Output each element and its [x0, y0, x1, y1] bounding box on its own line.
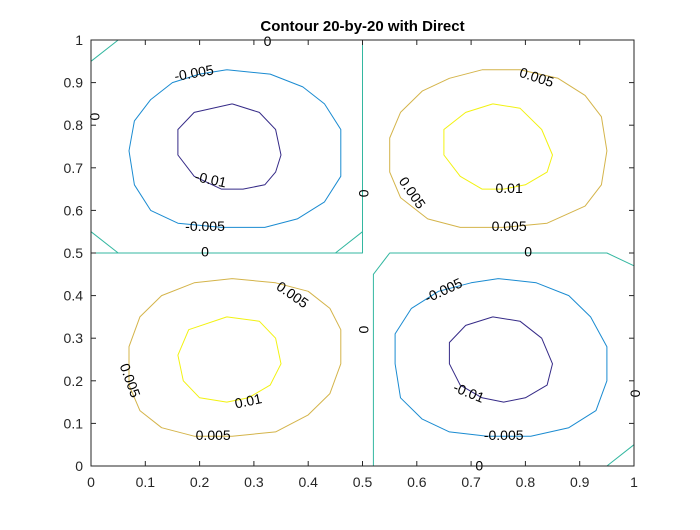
chart-title: Contour 20-by-20 with Direct — [260, 18, 464, 35]
contour-label-9: -0.01 — [193, 168, 228, 190]
x-tick-label-10: 1 — [630, 474, 638, 490]
y-tick-label-2: 0.2 — [64, 373, 84, 389]
y-tick-labels: 0 0.1 0.2 0.3 0.4 0.5 0.6 0.7 0.8 0.9 1 — [64, 32, 84, 474]
contour-line-7 — [443, 103, 553, 190]
x-tick-label-1: 0.1 — [136, 474, 156, 490]
contour-label-10: -0.005 — [185, 218, 225, 234]
x-tick-label-5: 0.5 — [353, 474, 373, 490]
contour-label-1: 0 — [87, 113, 103, 121]
x-tick-label-3: 0.3 — [244, 474, 264, 490]
contour-line-2 — [372, 252, 635, 466]
contour-label-8: -0.005 — [173, 61, 215, 84]
x-tick-label-2: 0.2 — [190, 474, 210, 490]
contour-label-12: 0.01 — [495, 180, 522, 196]
contour-label-2: 0 — [201, 244, 209, 260]
contour-line-11 — [448, 316, 553, 403]
contour-label-21: -0.005 — [484, 427, 524, 443]
contour-lines — [90, 39, 635, 467]
contour-label-16: 0.01 — [233, 390, 263, 411]
y-tick-label-3: 0.3 — [64, 330, 84, 346]
y-tick-label-0: 0 — [75, 458, 83, 474]
y-tick-label-7: 0.7 — [64, 160, 84, 176]
x-tick-label-0: 0 — [87, 474, 95, 490]
contour-line-1 — [90, 61, 363, 254]
contour-label-3: 0 — [356, 189, 372, 197]
y-tick-label-9: 0.9 — [64, 75, 84, 91]
y-tick-label-1: 0.1 — [64, 415, 84, 431]
contour-line-5 — [177, 103, 282, 190]
x-tick-label-7: 0.7 — [461, 474, 481, 490]
contour-line-8 — [128, 278, 342, 437]
contour-label-18: 0.005 — [196, 427, 231, 443]
contour-line-6 — [389, 69, 608, 228]
y-tick-label-8: 0.8 — [64, 117, 84, 133]
contour-label-0: 0 — [264, 33, 272, 49]
contour-label-4: 0 — [356, 326, 372, 334]
x-tick-label-6: 0.6 — [407, 474, 427, 490]
x-tick-label-4: 0.4 — [298, 474, 318, 490]
x-tick-label-9: 0.9 — [570, 474, 590, 490]
y-tick-label-5: 0.5 — [64, 245, 84, 261]
axis-ticks — [90, 39, 635, 467]
y-tick-label-10: 1 — [75, 32, 83, 48]
x-tick-labels: 0 0.1 0.2 0.3 0.4 0.5 0.6 0.7 0.8 0.9 1 — [87, 474, 638, 490]
x-tick-label-8: 0.8 — [516, 474, 536, 490]
contour-line-10 — [394, 278, 608, 437]
contour-label-14: 0.005 — [492, 218, 527, 234]
contour-label-5: 0 — [524, 244, 532, 260]
y-tick-label-6: 0.6 — [64, 202, 84, 218]
y-tick-label-4: 0.4 — [64, 288, 84, 304]
contour-label-6: 0 — [627, 390, 643, 398]
contour-line-9 — [177, 316, 282, 403]
contour-line-4 — [128, 69, 342, 228]
